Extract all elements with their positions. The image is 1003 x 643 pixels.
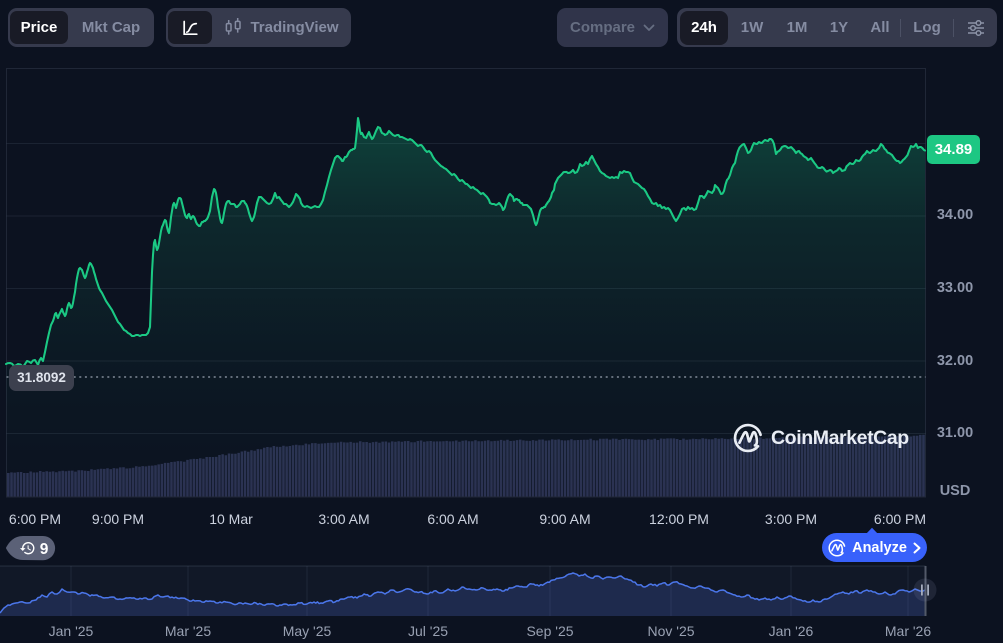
svg-text:9: 9 xyxy=(40,541,49,558)
